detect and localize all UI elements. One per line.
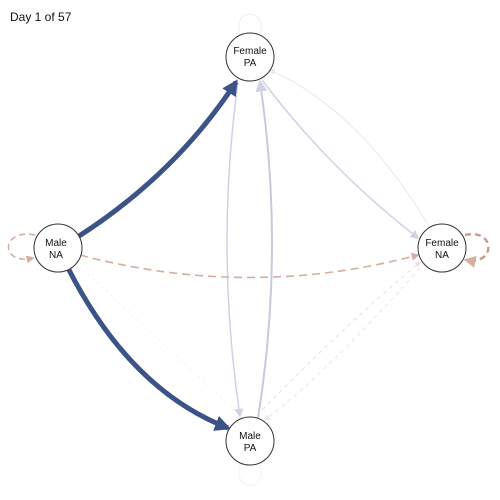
edge-female-na-self [463,232,490,268]
edge-male-pa-to-female-na [261,261,421,411]
edge-male-na-to-female-pa [74,79,239,241]
edge-male-na-to-male-pa [65,266,231,431]
node-female-na-label-1: Female [425,238,459,249]
node-male-pa-label-2: PA [244,443,257,454]
node-female-pa-label-2: PA [244,58,257,69]
edge-female-pa-to-female-na [261,79,420,240]
edge-female-na-to-female-pa [268,69,431,229]
node-male-pa[interactable]: Male PA [225,416,275,466]
edge-female-pa-to-male-pa [226,81,244,418]
day-counter: Day 1 of 57 [10,10,72,24]
edge-male-na-to-female-na [79,252,420,279]
node-female-pa-label-1: Female [233,46,267,57]
node-male-pa-label-1: Male [239,431,261,442]
node-female-na[interactable]: Female NA [417,223,467,273]
node-male-na-label-1: Male [45,238,67,249]
node-female-na-label-2: NA [435,250,449,261]
edge-female-pa-self [238,13,262,34]
edge-female-na-to-male-pa [264,267,421,421]
edge-male-na-to-male-pa-faint [74,261,241,416]
edge-male-pa-to-female-pa [255,79,274,419]
node-male-na-label-2: NA [49,250,63,261]
edge-male-na-self [7,233,36,264]
edge-male-pa-self [238,464,262,486]
node-female-pa[interactable]: Female PA [225,32,275,82]
node-male-na[interactable]: Male NA [33,223,83,273]
